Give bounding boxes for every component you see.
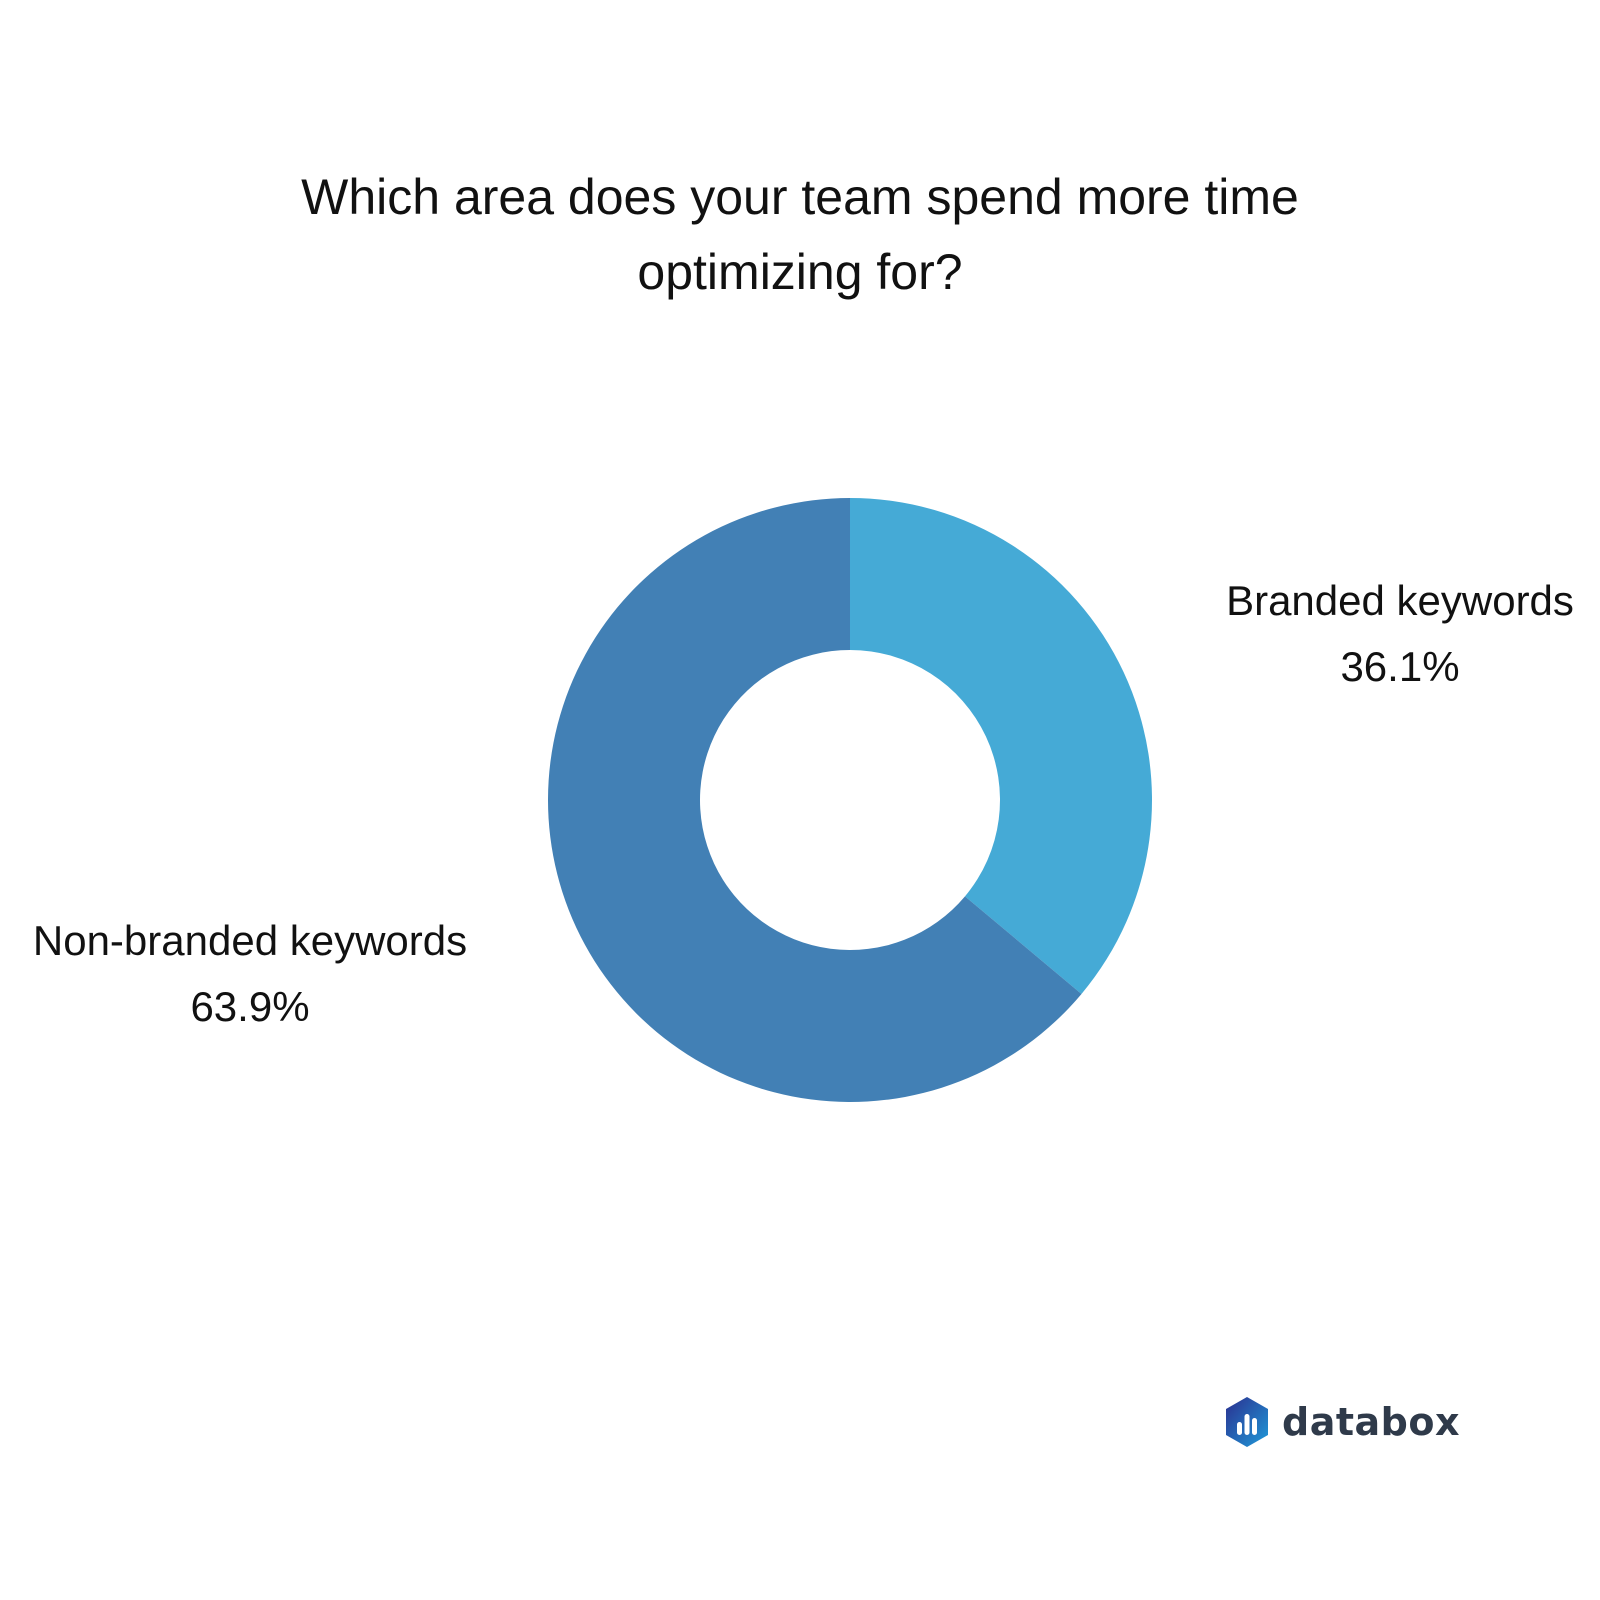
donut-slice-non-branded-keywords: [547, 498, 1082, 1102]
slice-labels: Branded keywords 36.1% Non-branded keyword…: [33, 577, 1574, 1030]
slice-value-label: 36.1%: [1340, 643, 1459, 690]
slice-label: Branded keywords: [1226, 577, 1574, 624]
slice-label: Non-branded keywords: [33, 917, 467, 964]
slice-value-label: 63.9%: [190, 983, 309, 1030]
databox-wordmark: databox: [1282, 1400, 1460, 1444]
chart-title-line-1: Which area does your team spend more tim…: [301, 169, 1299, 225]
donut-slices: [547, 498, 1152, 1102]
chart-title: Which area does your team spend more tim…: [200, 160, 1400, 310]
databox-logo: databox: [1222, 1395, 1460, 1449]
chart-title-line-2: optimizing for?: [637, 244, 963, 300]
donut-slice-branded-keywords: [850, 498, 1152, 994]
databox-hexagon-icon: [1226, 1397, 1268, 1447]
